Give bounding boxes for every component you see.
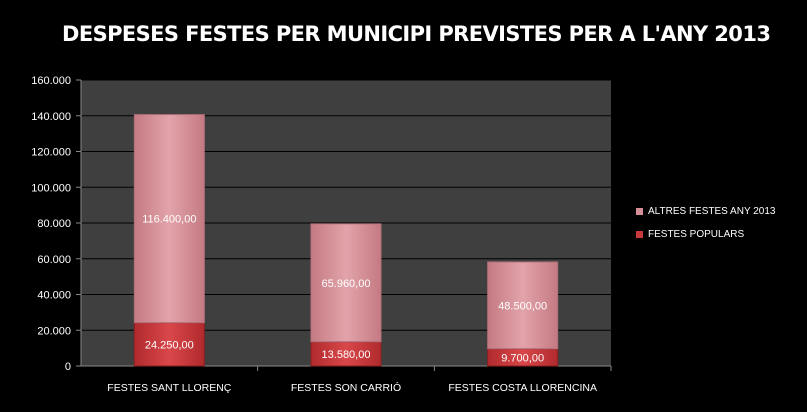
bar-segment-altres-festes bbox=[310, 223, 382, 343]
y-tick-label: 160.000 bbox=[31, 75, 71, 87]
bar-segment-altres-festes bbox=[133, 114, 205, 324]
legend-label: ALTRES FESTES ANY 2013 bbox=[648, 206, 776, 217]
bar-segment-altres-festes bbox=[487, 261, 559, 350]
x-category-label: FESTES SON CARRIÓ bbox=[291, 381, 401, 394]
y-tick-label: 20.000 bbox=[37, 325, 71, 337]
y-tick-label: 120.000 bbox=[31, 147, 71, 159]
data-label: 24.250,00 bbox=[145, 339, 194, 351]
y-tick-label: 0 bbox=[65, 361, 71, 373]
legend-label: FESTES POPULARS bbox=[648, 229, 745, 240]
data-label: 48.500,00 bbox=[498, 300, 547, 312]
legend-item-festes-populars: FESTES POPULARS bbox=[636, 229, 744, 240]
bar-segment-festes-populars bbox=[133, 322, 205, 367]
y-tick-label: 100.000 bbox=[31, 182, 71, 194]
legend-item-altres-festes: ALTRES FESTES ANY 2013 bbox=[636, 206, 775, 217]
data-label: 65.960,00 bbox=[322, 278, 371, 290]
chart-title: DESPESES FESTES PER MUNICIPI PREVISTES P… bbox=[62, 22, 771, 46]
x-category-label: FESTES COSTA LLORENCINA bbox=[448, 382, 597, 394]
bar-segment-festes-populars bbox=[310, 341, 382, 367]
legend-swatch bbox=[636, 207, 643, 215]
y-tick-label: 60.000 bbox=[37, 254, 71, 266]
data-label: 9.700,00 bbox=[501, 352, 544, 364]
y-tick-label: 40.000 bbox=[37, 290, 71, 302]
y-tick-label: 140.000 bbox=[31, 111, 71, 123]
data-label: 13.580,00 bbox=[322, 349, 371, 361]
data-label: 116.400,00 bbox=[142, 214, 196, 226]
x-category-label: FESTES SANT LLORENÇ bbox=[107, 382, 232, 394]
legend-swatch bbox=[636, 230, 643, 238]
y-tick-label: 80.000 bbox=[37, 218, 71, 230]
